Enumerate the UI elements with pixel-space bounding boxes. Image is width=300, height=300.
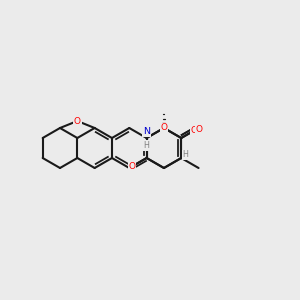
Text: O: O xyxy=(191,126,198,135)
Text: N: N xyxy=(143,127,150,136)
Text: H: H xyxy=(144,141,149,150)
Text: O: O xyxy=(128,162,135,171)
Text: H: H xyxy=(182,151,188,160)
Text: O: O xyxy=(160,124,167,133)
Text: O: O xyxy=(74,116,81,125)
Text: O: O xyxy=(196,125,202,134)
